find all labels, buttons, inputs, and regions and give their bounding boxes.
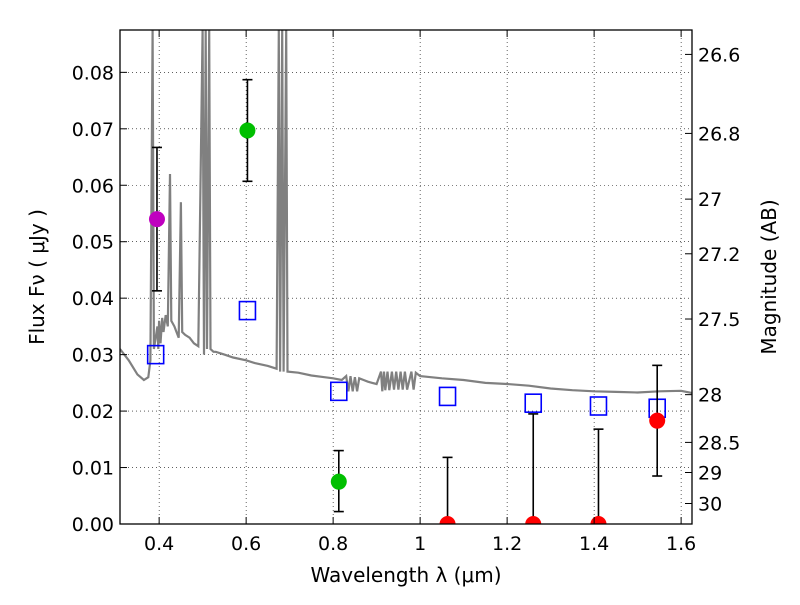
magnitude-tick-label: 26.8	[698, 123, 740, 145]
magnitude-tick-label: 29	[698, 463, 722, 485]
x-tick-label: 1	[414, 533, 426, 555]
y-tick-label: 0.08	[72, 62, 114, 84]
model-spectrum-line	[120, 30, 692, 395]
magnitude-tick-label: 30	[698, 494, 722, 516]
model-photometry-square	[146, 344, 165, 365]
magnitude-axis-label: Magnitude (AB)	[757, 199, 781, 354]
x-tick-label: 0.6	[231, 533, 261, 555]
x-tick-label: 0.4	[144, 533, 174, 555]
y-axis-label: Flux Fν ( μJy )	[25, 209, 49, 345]
x-tick-label: 1.2	[492, 533, 522, 555]
magnitude-tick-label: 27.5	[698, 309, 740, 331]
observed-photometry-layer	[148, 122, 666, 524]
model-photometry-layer	[146, 300, 667, 419]
plot-background	[120, 30, 692, 524]
magnitude-tick-label: 26.6	[698, 44, 740, 66]
model-photometry-square	[524, 393, 543, 413]
x-tick-label: 0.8	[318, 533, 348, 555]
magnitude-tick-label: 28	[698, 385, 722, 407]
magnitude-tick-label: 28.5	[698, 432, 740, 454]
observed-photometry-point	[330, 473, 347, 490]
y-tick-label: 0.05	[72, 232, 114, 254]
x-tick-label: 1.4	[579, 533, 609, 555]
model-spectrum-layer	[120, 30, 692, 395]
observed-photometry-point	[649, 412, 666, 429]
model-photometry-square	[438, 386, 457, 407]
model-photometry-square	[589, 396, 608, 416]
observed-photometry-point	[239, 122, 256, 139]
x-axis-label: Wavelength λ (μm)	[310, 563, 501, 587]
x-axis-ticks: 0.4 0.6 0.8 1 1.2 1.4 1.6	[144, 30, 696, 555]
magnitude-tick-label: 27	[698, 189, 722, 211]
observed-photometry-point	[525, 516, 542, 524]
x-tick-label: 1.6	[666, 533, 696, 555]
y-tick-label: 0.00	[72, 514, 114, 536]
model-photometry-square	[329, 381, 348, 402]
y-tick-label: 0.07	[72, 119, 114, 141]
plot-frame	[119, 29, 693, 525]
observed-photometry-point	[148, 211, 165, 228]
magnitude-tick-label: 27.2	[698, 244, 740, 266]
y-tick-label: 0.04	[72, 288, 114, 310]
y-axis-ticks: 0.00 0.01 0.02 0.03 0.04 0.05 0.06 0.07 0.08	[72, 62, 127, 536]
magnitude-axis-ticks: 26.6 26.8 27 27.2 27.5 28 28.5 29 30	[685, 44, 740, 516]
model-photometry-square	[238, 300, 257, 321]
y-tick-label: 0.03	[72, 345, 114, 367]
observed-photometry-point	[439, 516, 456, 524]
y-tick-label: 0.01	[72, 458, 114, 480]
y-tick-label: 0.06	[72, 175, 114, 197]
y-tick-label: 0.02	[72, 401, 114, 423]
